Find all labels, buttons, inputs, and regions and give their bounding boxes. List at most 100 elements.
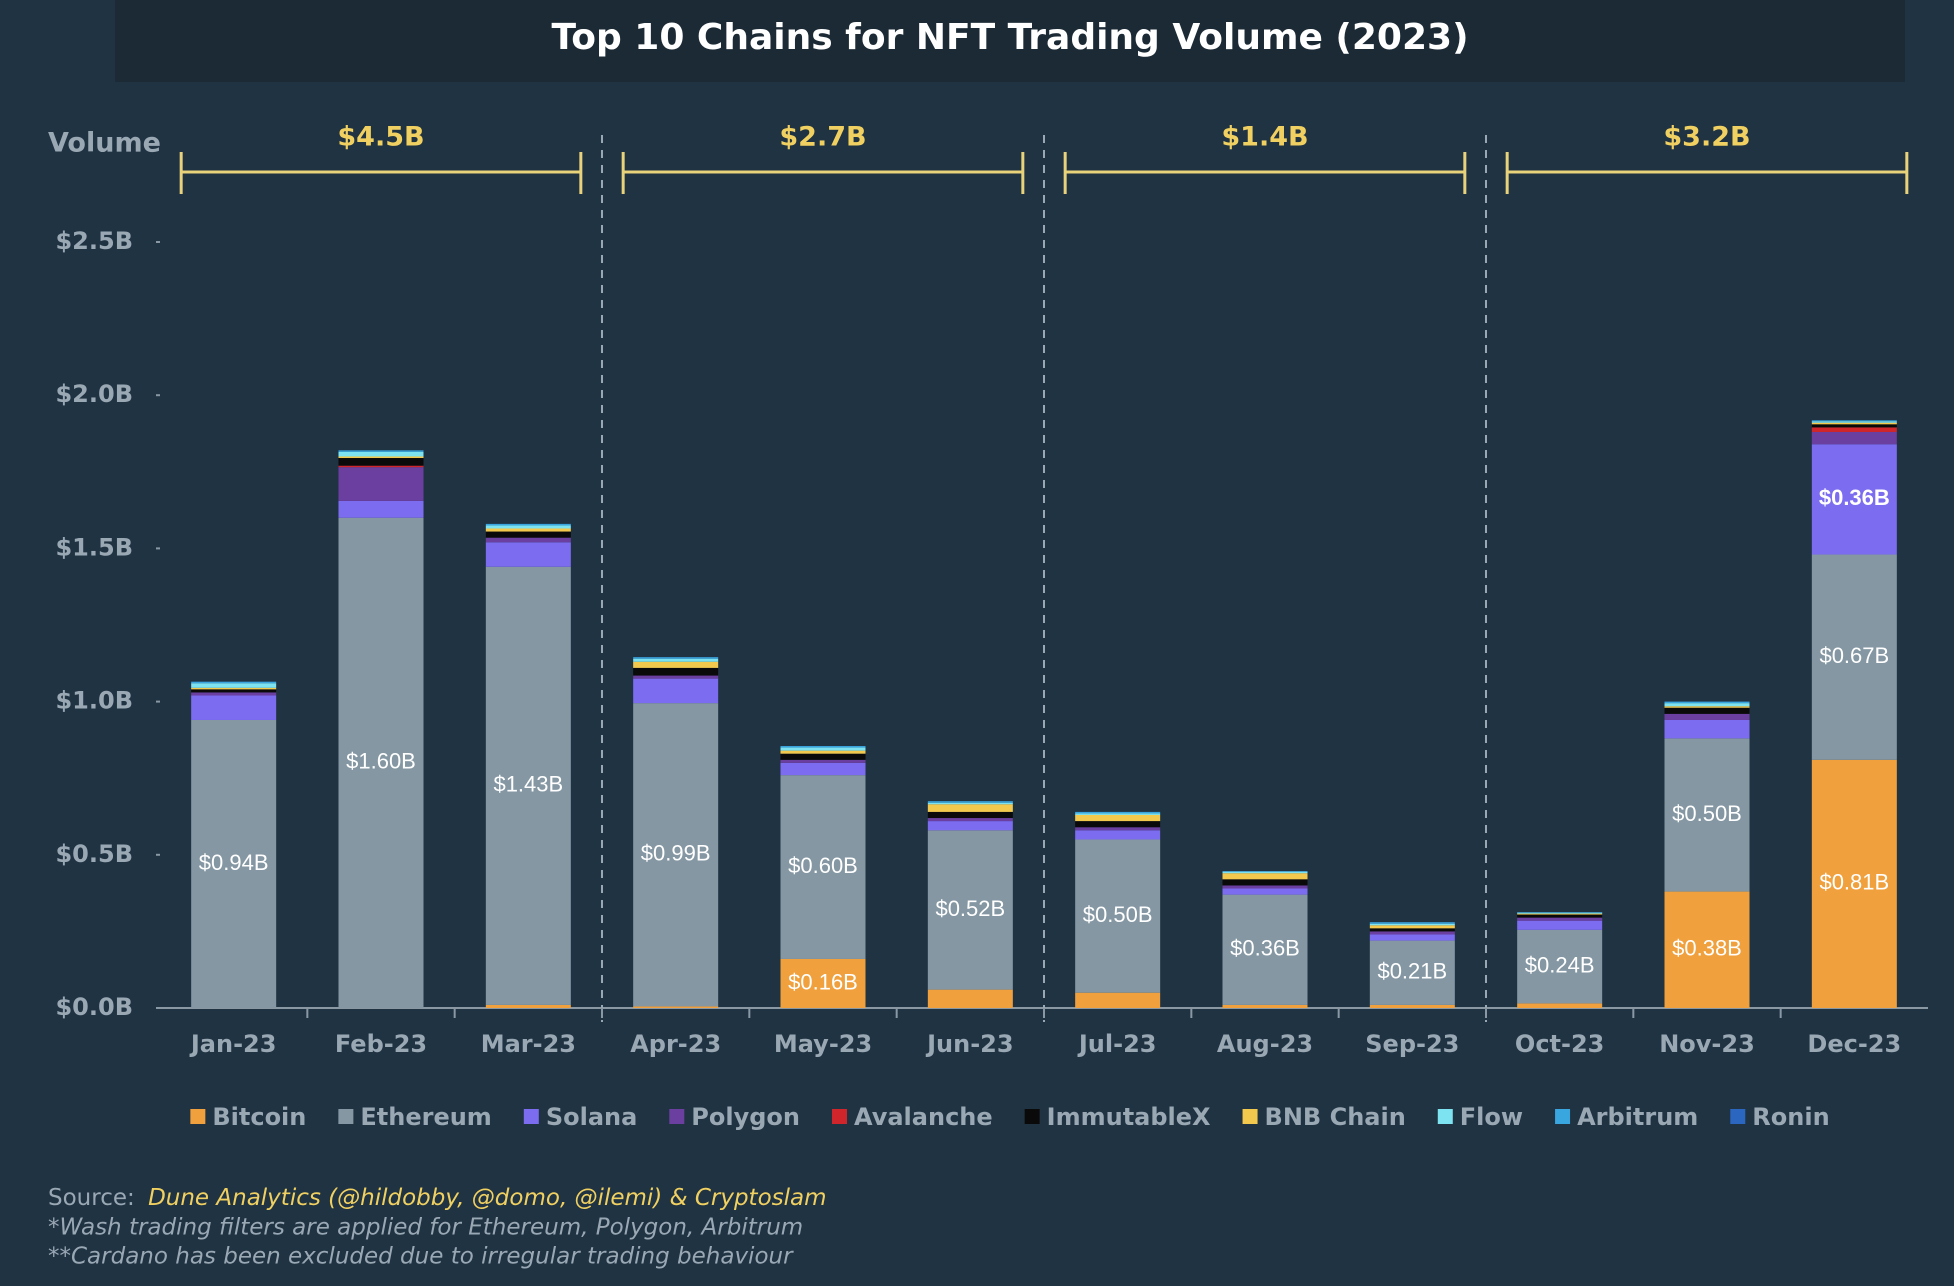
bar-segment	[780, 753, 866, 760]
bar-segment	[1517, 913, 1603, 915]
bar-segment	[1517, 912, 1603, 913]
legend-label: Flow	[1460, 1103, 1523, 1131]
bar-segment	[191, 681, 277, 684]
bar-segment	[927, 818, 1013, 822]
legend-swatch	[1730, 1109, 1746, 1124]
x-tick-label: May-23	[774, 1030, 872, 1058]
bar-segment	[1369, 923, 1455, 926]
bar-segment	[927, 804, 1013, 812]
bar-segment	[191, 687, 277, 690]
bar-segment	[633, 658, 719, 662]
legend-label: BNB Chain	[1265, 1103, 1406, 1131]
legend-swatch	[1024, 1109, 1040, 1124]
bar-segment	[485, 537, 571, 543]
bar-segment	[780, 746, 866, 748]
x-tick-label: Sep-23	[1365, 1030, 1459, 1058]
bar-segment	[927, 802, 1013, 805]
bar-segment	[1811, 424, 1897, 428]
source: Source: Dune Analytics (@hildobby, @domo…	[48, 1185, 827, 1211]
x-tick-label: Mar-23	[481, 1030, 576, 1058]
bar-segment	[485, 525, 571, 529]
bar-segment	[1369, 925, 1455, 929]
data-label: $0.50B	[1672, 801, 1742, 826]
bar-segment	[927, 821, 1013, 831]
bar-segment	[338, 450, 424, 452]
bar-segment	[485, 542, 571, 567]
bar-segment	[1517, 912, 1603, 914]
bar-segment	[1811, 427, 1897, 432]
bar-segment	[338, 451, 424, 457]
period-total: $3.2B	[1663, 122, 1750, 153]
bar-segment	[191, 683, 277, 688]
bar-segment	[1811, 420, 1897, 422]
y-axis-label: Volume	[48, 128, 161, 159]
bar-segment	[1222, 871, 1308, 872]
bar-segment	[1369, 1004, 1455, 1008]
data-label: $0.81B	[1819, 870, 1889, 895]
bar-segment	[1075, 813, 1161, 815]
bar-segment	[338, 465, 424, 468]
legend-label: Arbitrum	[1577, 1103, 1698, 1131]
legend-swatch	[1242, 1109, 1258, 1124]
bar-segment	[927, 989, 1013, 1008]
bar-segment	[191, 719, 277, 1008]
bar-segment	[927, 830, 1013, 990]
bar-segment	[1664, 891, 1750, 1008]
bar-segment	[1811, 422, 1897, 425]
bar-segment	[485, 531, 571, 538]
source-text: Dune Analytics (@hildobby, @domo, @ilemi…	[148, 1185, 826, 1211]
data-label: $0.67B	[1819, 643, 1889, 668]
bar-segment	[1517, 917, 1603, 921]
chart-title: Top 10 Chains for NFT Trading Volume (20…	[551, 17, 1468, 58]
x-tick-label: Feb-23	[335, 1030, 427, 1058]
bar-segment	[780, 762, 866, 776]
legend-label: Bitcoin	[212, 1103, 306, 1131]
bar-segment	[1811, 759, 1897, 1008]
legend: Bitcoin Ethereum Solana Polygon Avalanche Imm…	[190, 1103, 1830, 1131]
bar-segment	[338, 500, 424, 518]
bar-segment	[1369, 940, 1455, 1005]
bar-segment	[1075, 992, 1161, 1008]
bar-segment	[633, 661, 719, 668]
y-tick-label: $0.5B	[55, 840, 133, 868]
legend-label: Polygon	[691, 1103, 800, 1131]
bar-segment	[338, 467, 424, 501]
bar-segment	[485, 528, 571, 532]
y-tick-label: $0.0B	[55, 993, 133, 1021]
bar-segment	[1517, 914, 1603, 918]
y-tick-label: $2.0B	[55, 380, 133, 408]
data-label: $0.99B	[641, 841, 711, 866]
bar-segment	[1222, 873, 1308, 880]
data-label: $0.50B	[1083, 902, 1153, 927]
bar-segment	[1369, 922, 1455, 924]
bar-segment	[1222, 1004, 1308, 1008]
legend-swatch	[523, 1109, 539, 1124]
x-tick-label: Oct-23	[1515, 1030, 1604, 1058]
bar-segment	[1517, 920, 1603, 930]
legend-label: ImmutableX	[1047, 1103, 1211, 1131]
period-total: $1.4B	[1221, 122, 1308, 153]
bar-segment	[1075, 839, 1161, 993]
bar-segment	[1222, 871, 1308, 874]
period-total: $2.7B	[779, 122, 866, 153]
bar-segment	[338, 456, 424, 459]
data-label: $0.60B	[788, 853, 858, 878]
bar-segment	[1075, 827, 1161, 831]
note: *Wash trading filters are applied for Et…	[48, 1215, 803, 1241]
bar-segment	[485, 1004, 571, 1008]
bar-segment	[780, 958, 866, 1008]
bar-segment	[485, 523, 571, 526]
legend-swatch	[669, 1109, 685, 1124]
legend-label: Ronin	[1752, 1103, 1829, 1131]
bar-segment	[780, 750, 866, 754]
bar-segment	[1811, 431, 1897, 445]
bar-segment	[191, 692, 277, 696]
bar-segment	[1075, 814, 1161, 822]
bar-segment	[1664, 738, 1750, 892]
data-label: $0.36B	[1230, 936, 1300, 961]
bar-segment	[1517, 1003, 1603, 1008]
x-tick-label: Jul-23	[1077, 1030, 1157, 1058]
data-label: $0.38B	[1672, 936, 1742, 961]
bar-segment	[338, 517, 424, 1008]
